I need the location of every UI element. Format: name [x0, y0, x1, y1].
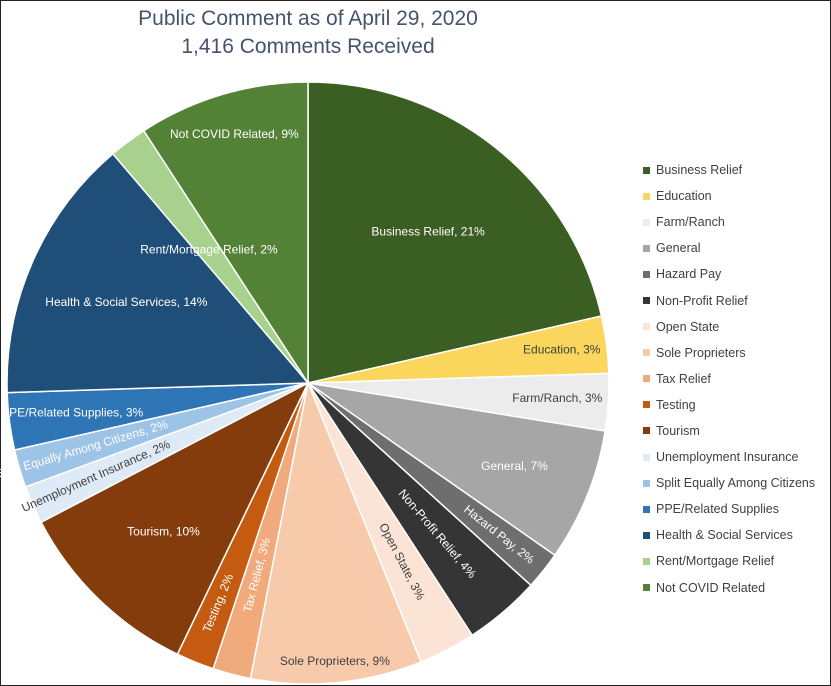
data-label-education: Education, 3% [523, 342, 601, 356]
data-label-tourism: Tourism, 10% [127, 524, 200, 538]
legend-label: Hazard Pay [656, 267, 722, 282]
pie-slice-tourism [40, 381, 310, 656]
legend-label: Split Equally Among Citizens [656, 476, 816, 491]
data-label-general: General, 7% [481, 459, 548, 473]
legend-label: Tourism [656, 423, 700, 438]
legend-label: Education [656, 189, 712, 204]
legend-item-hazard-pay: Hazard Pay [643, 261, 815, 287]
legend-item-business-relief: Business Relief [643, 157, 815, 183]
legend-swatch [643, 479, 650, 487]
pie-slice-not-covid-related [142, 81, 309, 386]
legend-label: Business Relief [656, 163, 743, 178]
legend-item-general: General [643, 235, 815, 261]
legend-label: PPE/Related Supplies [656, 502, 779, 517]
legend-item-tourism: Tourism [643, 418, 815, 444]
legend-item-unemployment-insurance: Unemployment Insurance [643, 444, 815, 470]
legend-item-not-covid-related: Not COVID Related [643, 575, 815, 601]
chart-legend: Business Relief Education Farm/Ranch Genera… [643, 157, 815, 601]
chart-title: Public Comment as of April 29, 2020 [138, 7, 478, 30]
legend-swatch [643, 297, 650, 305]
pie-slice-sole-proprieters [249, 380, 422, 685]
legend-swatch [643, 218, 650, 226]
legend-item-non-profit-relief: Non-Profit Relief [643, 287, 815, 313]
data-label-not-covid-related: Not COVID Related, 9% [170, 127, 299, 141]
pie-slice-general [307, 382, 607, 557]
legend-swatch [643, 323, 650, 331]
pie-slice-business-relief [307, 81, 603, 384]
legend-label: Sole Proprieters [656, 345, 746, 360]
legend-label: General [656, 241, 701, 256]
legend-item-tax-relief: Tax Relief [643, 366, 815, 392]
legend-item-split-equally-among-citizens: Split Equally Among Citizens [643, 470, 815, 496]
legend-label: Tax Relief [656, 371, 711, 386]
legend-item-health-social-services: Health & Social Services [643, 522, 815, 548]
legend-item-education: Education [643, 183, 815, 209]
legend-swatch [643, 531, 650, 539]
legend-item-open-state: Open State [643, 314, 815, 340]
legend-item-farm-ranch: Farm/Ranch [643, 209, 815, 235]
chart-subtitle: 1,416 Comments Received [181, 35, 435, 58]
legend-swatch [643, 349, 650, 357]
data-label-rent-mortgage-relief: Rent/Mortgage Relief, 2% [140, 242, 278, 256]
legend-swatch [643, 166, 650, 174]
legend-swatch [643, 401, 650, 409]
legend-swatch [643, 375, 650, 383]
data-label-farm-ranch: Farm/Ranch, 3% [512, 391, 602, 405]
legend-swatch [643, 427, 650, 435]
legend-label: Testing [656, 397, 696, 412]
legend-swatch [643, 453, 650, 461]
legend-item-ppe-related-supplies: PPE/Related Supplies [643, 496, 815, 522]
legend-swatch [643, 270, 650, 278]
data-label-business-relief: Business Relief, 21% [371, 225, 485, 239]
legend-label: Rent/Mortgage Relief [656, 554, 775, 569]
legend-label: Not COVID Related [656, 580, 766, 595]
data-label-sole-proprieters: Sole Proprieters, 9% [280, 654, 390, 668]
legend-label: Non-Profit Relief [656, 293, 748, 308]
data-label-ppe-related-supplies: PPE/Related Supplies, 3% [1, 406, 143, 420]
legend-label: Health & Social Services [656, 528, 793, 543]
legend-item-sole-proprieters: Sole Proprieters [643, 340, 815, 366]
legend-swatch [643, 584, 650, 592]
legend-swatch [643, 192, 650, 200]
legend-label: Unemployment Insurance [656, 450, 799, 465]
data-label-health-social-services: Health & Social Services, 14% [45, 295, 207, 309]
legend-swatch [643, 505, 650, 513]
legend-item-testing: Testing [643, 392, 815, 418]
legend-swatch [643, 557, 650, 565]
legend-label: Open State [656, 319, 720, 334]
legend-item-rent-mortgage-relief: Rent/Mortgage Relief [643, 548, 815, 574]
pie-slice-health-social-services [6, 152, 310, 394]
legend-swatch [643, 244, 650, 252]
legend-label: Farm/Ranch [656, 215, 725, 230]
